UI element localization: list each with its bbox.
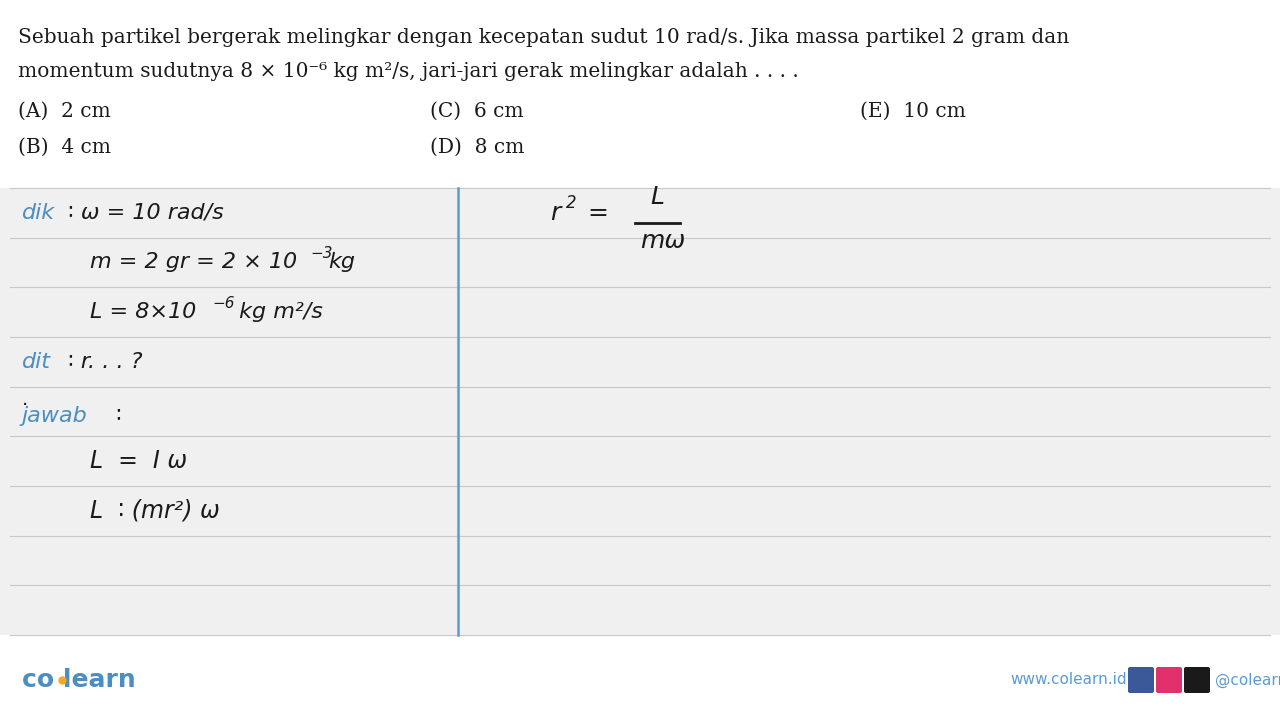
Text: −3: −3: [310, 246, 333, 261]
Text: ∶ r. . . ?: ∶ r. . . ?: [68, 352, 142, 372]
Text: L = 8×10: L = 8×10: [90, 302, 196, 322]
Text: jawab: jawab: [22, 405, 88, 426]
Text: (D)  8 cm: (D) 8 cm: [430, 138, 525, 157]
Text: r: r: [550, 201, 561, 225]
Text: L  =  I ω: L = I ω: [90, 449, 187, 473]
FancyBboxPatch shape: [1156, 667, 1181, 693]
Text: (B)  4 cm: (B) 4 cm: [18, 138, 111, 157]
Text: ∶: ∶: [115, 405, 120, 426]
Text: dit: dit: [22, 352, 51, 372]
FancyBboxPatch shape: [1128, 667, 1155, 693]
Text: kg: kg: [328, 253, 355, 272]
Text: mω: mω: [640, 229, 685, 253]
Text: momentum sudutnya 8 × 10⁻⁶ kg m²/s, jari-jari gerak melingkar adalah . . . .: momentum sudutnya 8 × 10⁻⁶ kg m²/s, jari…: [18, 62, 799, 81]
Text: L  ∶ (mr²) ω: L ∶ (mr²) ω: [90, 499, 220, 523]
Text: ∶ ω = 10 rad/s: ∶ ω = 10 rad/s: [68, 203, 224, 222]
Text: L: L: [650, 185, 664, 209]
Text: @colearn.id: @colearn.id: [1215, 672, 1280, 688]
Text: m = 2 gr = 2 × 10: m = 2 gr = 2 × 10: [90, 253, 297, 272]
Text: −6: −6: [212, 296, 234, 310]
Text: co learn: co learn: [22, 668, 136, 692]
Text: 2: 2: [566, 194, 576, 212]
Bar: [0, 188, 1280, 635]
Text: dik: dik: [22, 203, 55, 222]
Text: .: .: [22, 390, 28, 409]
Text: (A)  2 cm: (A) 2 cm: [18, 102, 111, 121]
Text: kg m²/s: kg m²/s: [232, 302, 323, 322]
Text: Sebuah partikel bergerak melingkar dengan kecepatan sudut 10 rad/s. Jika massa p: Sebuah partikel bergerak melingkar denga…: [18, 28, 1069, 47]
Text: (E)  10 cm: (E) 10 cm: [860, 102, 966, 121]
Text: (C)  6 cm: (C) 6 cm: [430, 102, 524, 121]
FancyBboxPatch shape: [1184, 667, 1210, 693]
Text: www.colearn.id: www.colearn.id: [1010, 672, 1126, 688]
Text: =: =: [580, 201, 609, 225]
